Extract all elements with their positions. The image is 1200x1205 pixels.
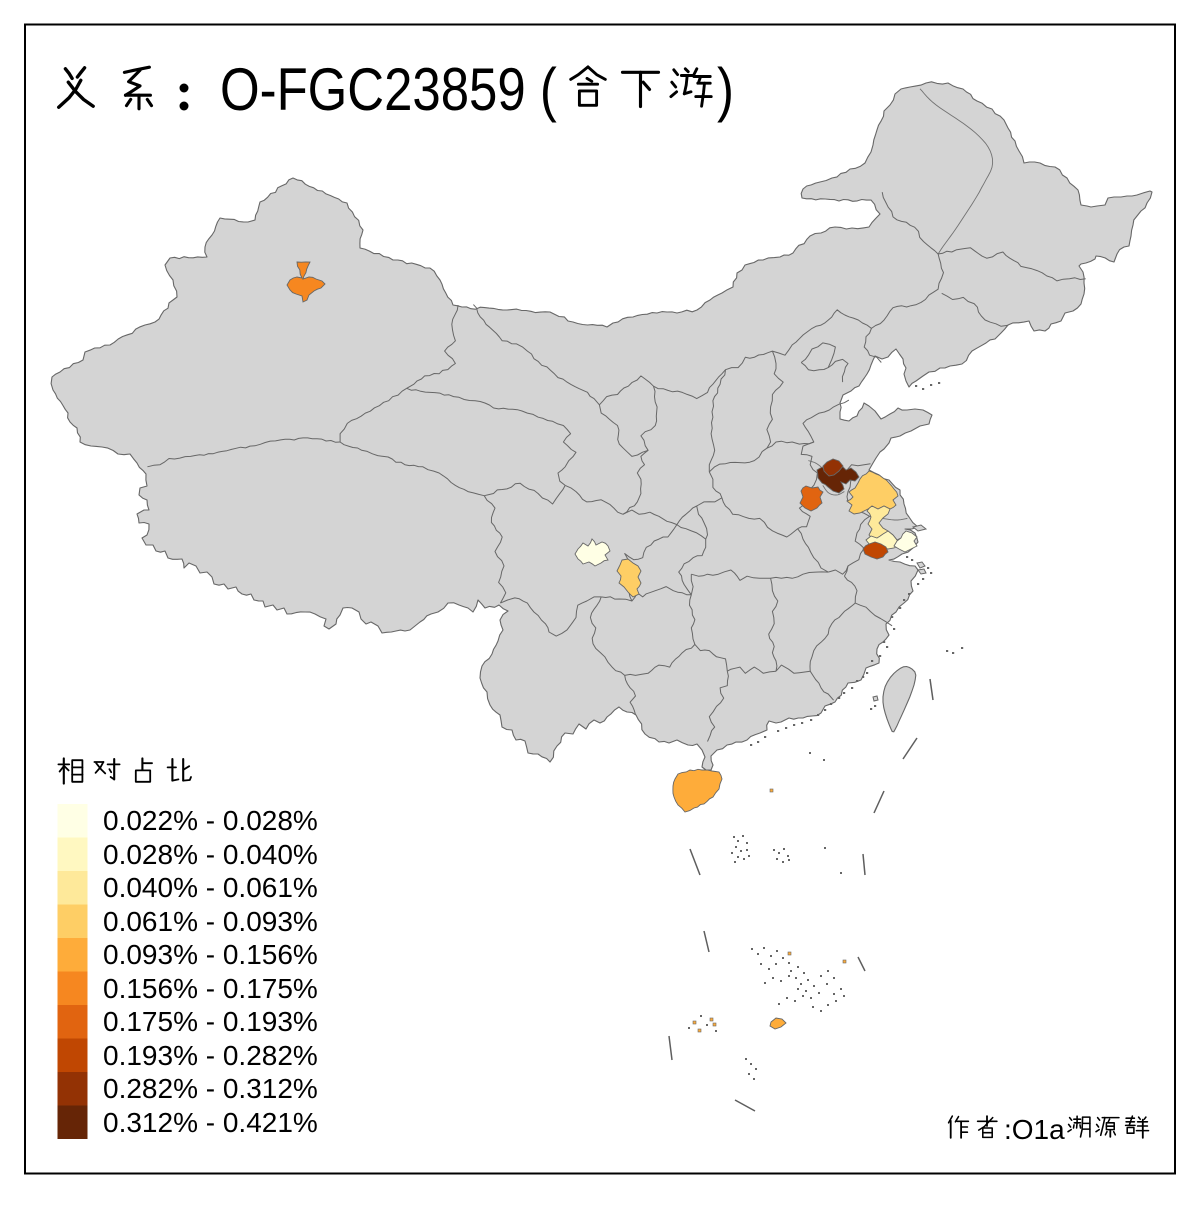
svg-text:0.193% - 0.282%: 0.193% - 0.282% [103,1040,318,1071]
svg-text:0.022% - 0.028%: 0.022% - 0.028% [103,805,318,836]
svg-text:0.061% - 0.093%: 0.061% - 0.093% [103,906,318,937]
svg-text:0.040% - 0.061%: 0.040% - 0.061% [103,872,318,903]
svg-text:0.156% - 0.175%: 0.156% - 0.175% [103,973,318,1004]
svg-text:0.093% - 0.156%: 0.093% - 0.156% [103,939,318,970]
svg-text:0.282% - 0.312%: 0.282% - 0.312% [103,1073,318,1104]
svg-text:0.175% - 0.193%: 0.175% - 0.193% [103,1006,318,1037]
svg-text:0.028% - 0.040%: 0.028% - 0.040% [103,839,318,870]
svg-text::O1a: :O1a [1004,1114,1065,1145]
svg-text:): ) [717,56,734,123]
svg-text:0.312% - 0.421%: 0.312% - 0.421% [103,1107,318,1138]
svg-text:O-FGC23859 (: O-FGC23859 ( [220,56,557,123]
